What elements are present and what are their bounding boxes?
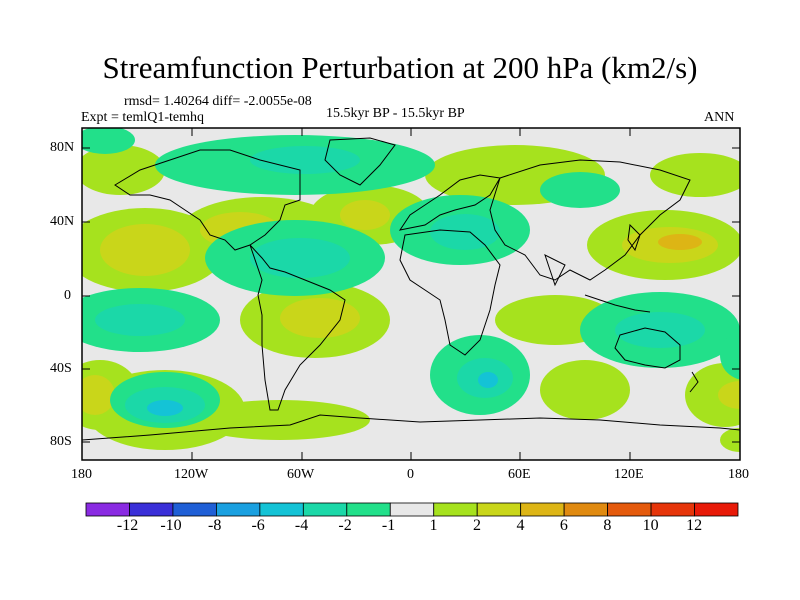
colorbar-label: 12 (686, 517, 703, 534)
colorbar-label: 8 (603, 517, 612, 534)
colorbar-swatch (259, 502, 304, 517)
chart-title: Streamfunction Perturbation at 200 hPa (… (102, 50, 698, 85)
colorbar-label: -10 (160, 517, 182, 534)
contour-field (82, 128, 740, 460)
colorbar-label: 1 (429, 517, 438, 534)
lat-tick-0: 0 (64, 288, 71, 303)
lon-tick-0: 0 (407, 467, 414, 482)
colorbar-swatch (607, 502, 652, 517)
colorbar-label: 2 (473, 517, 481, 534)
colorbar-label: -1 (381, 517, 396, 534)
colorbar-swatch (520, 502, 565, 517)
coastlines (82, 137, 740, 441)
lat-tick-80s: 80S (50, 434, 72, 449)
colorbar-swatch (694, 502, 739, 517)
colorbar-swatch (650, 502, 695, 517)
colorbar-label: -12 (116, 517, 139, 534)
colorbar-swatch (85, 502, 130, 517)
colorbar-swatch (302, 502, 348, 517)
colorbar-swatch (346, 502, 391, 517)
colorbar-swatch (215, 502, 261, 517)
lat-tick-40s: 40S (50, 361, 72, 376)
lon-tick-60e: 60E (508, 467, 531, 482)
colorbar-label: 4 (516, 517, 525, 534)
colorbar (85, 502, 739, 517)
period-label: 15.5kyr BP - 15.5kyr BP (326, 106, 465, 121)
lat-tick-40n: 40N (50, 214, 75, 229)
colorbar-label: -8 (208, 517, 222, 534)
season-label: ANN (704, 110, 735, 125)
lon-tick-180w: 180 (71, 467, 92, 482)
lon-tick-60w: 60W (287, 467, 315, 482)
colorbar-swatch (476, 502, 522, 517)
lat-tick-80n: 80N (50, 140, 75, 155)
colorbar-label: -6 (251, 517, 265, 534)
lon-tick-120w: 120W (174, 467, 209, 482)
colorbar-swatch (563, 502, 609, 517)
lon-tick-120e: 120E (614, 467, 644, 482)
experiment-label: Expt = temlQ1-temhq (81, 110, 204, 125)
colorbar-swatch (129, 502, 174, 517)
lon-tick-180e: 180 (728, 467, 749, 482)
colorbar-label: -2 (338, 517, 352, 534)
colorbar-swatch (172, 502, 217, 517)
stats-text: rmsd= 1.40264 diff= -2.0055e-08 (124, 94, 312, 109)
colorbar-swatch (433, 502, 478, 517)
colorbar-label: -4 (294, 517, 309, 534)
colorbar-label: 6 (559, 517, 568, 534)
colorbar-swatch (389, 502, 435, 517)
colorbar-label: 10 (642, 517, 659, 534)
